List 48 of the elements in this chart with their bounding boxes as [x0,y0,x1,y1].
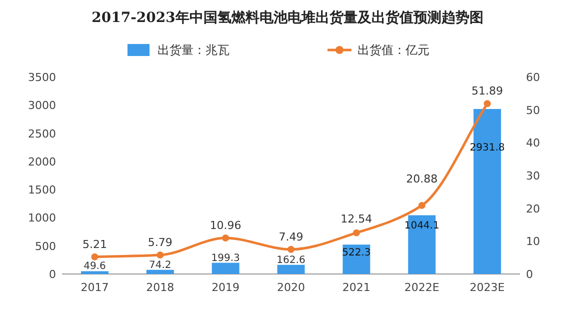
y2-tick-label: 0 [526,268,533,281]
data-label: 12.54 [340,212,372,226]
point [352,229,360,236]
data-label: 49.6 [84,261,106,272]
bar [146,270,174,274]
x-tick-label: 2021 [342,281,370,294]
y-tick-label: 0 [49,268,56,281]
data-label: 5.79 [148,236,172,249]
bar [80,271,108,274]
point [91,253,98,260]
data-label: 522.3 [342,248,371,259]
point [418,202,426,209]
legend-label: 出货量：兆瓦 [158,43,230,57]
x-tick-label: 2020 [277,281,305,294]
y-tick-label: 1500 [28,184,56,197]
x-tick-label: 2017 [80,281,109,294]
data-label: 7.49 [278,230,304,244]
data-label: 51.89 [472,84,504,98]
x-tick-label: 2018 [146,281,174,294]
point [156,251,164,258]
y2-tick-label: 10 [526,235,540,248]
y2-tick-label: 60 [526,71,540,84]
y-tick-label: 2000 [28,155,56,168]
data-label: 162.6 [276,254,306,266]
bar [277,264,305,274]
point [484,100,491,108]
legend-label: 出货值：亿元 [358,43,430,57]
y-tick-label: 2500 [28,127,56,140]
x-tick-label: 2022E [404,281,440,294]
point [222,234,230,242]
data-label: 20.88 [406,172,438,186]
y-tick-label: 3500 [28,71,56,84]
data-label: 74.2 [149,260,172,271]
point [288,246,294,253]
bar [212,262,240,274]
y2-tick-label: 30 [526,170,540,182]
y2-tick-label: 40 [526,136,540,150]
chart-title: 2017-2023年中国氢燃料电池电堆出货量及出货值预测趋势图 [92,10,484,26]
y2-tick-label: 50 [526,104,540,117]
data-label: 199.3 [211,252,240,264]
y-tick-label: 3000 [28,99,56,112]
data-label: 5.21 [82,238,107,251]
y-tick-label: 1000 [28,212,56,225]
y-tick-label: 500 [35,240,56,253]
x-tick-label: 2023E [470,281,505,294]
y2-tick-label: 20 [526,202,540,216]
x-tick-label: 2019 [212,281,240,294]
data-label: 10.96 [210,219,242,232]
